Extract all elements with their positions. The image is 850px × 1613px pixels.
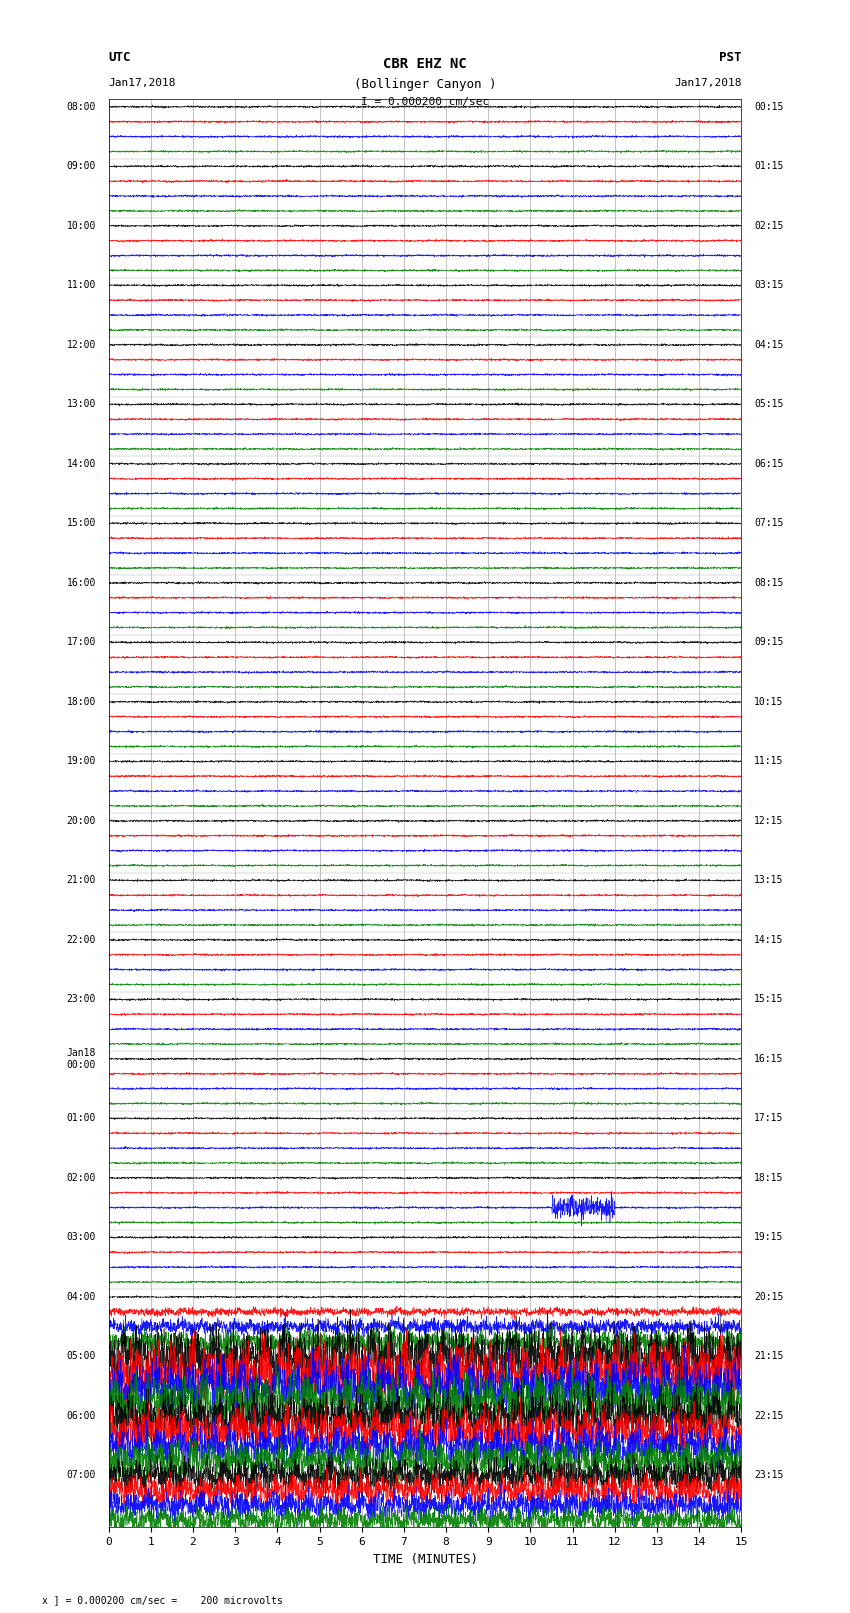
Text: (Bollinger Canyon ): (Bollinger Canyon ): [354, 77, 496, 90]
Text: 17:15: 17:15: [754, 1113, 784, 1123]
Text: 18:15: 18:15: [754, 1173, 784, 1182]
Text: 13:15: 13:15: [754, 876, 784, 886]
Text: 06:15: 06:15: [754, 458, 784, 469]
Text: 11:15: 11:15: [754, 756, 784, 766]
Text: 03:15: 03:15: [754, 281, 784, 290]
Text: 17:00: 17:00: [66, 637, 96, 647]
Text: 20:15: 20:15: [754, 1292, 784, 1302]
Text: 15:15: 15:15: [754, 994, 784, 1005]
Text: 01:00: 01:00: [66, 1113, 96, 1123]
Text: 21:15: 21:15: [754, 1352, 784, 1361]
Text: 23:15: 23:15: [754, 1471, 784, 1481]
Text: 09:00: 09:00: [66, 161, 96, 171]
Text: 00:15: 00:15: [754, 102, 784, 111]
Text: 22:15: 22:15: [754, 1411, 784, 1421]
Text: 14:00: 14:00: [66, 458, 96, 469]
Text: x ] = 0.000200 cm/sec =    200 microvolts: x ] = 0.000200 cm/sec = 200 microvolts: [42, 1595, 283, 1605]
Text: 15:00: 15:00: [66, 518, 96, 529]
Text: 04:00: 04:00: [66, 1292, 96, 1302]
Text: 02:15: 02:15: [754, 221, 784, 231]
Text: 16:00: 16:00: [66, 577, 96, 587]
Text: 10:00: 10:00: [66, 221, 96, 231]
Text: 22:00: 22:00: [66, 936, 96, 945]
Text: 19:00: 19:00: [66, 756, 96, 766]
Text: I = 0.000200 cm/sec: I = 0.000200 cm/sec: [361, 97, 489, 106]
Text: 06:00: 06:00: [66, 1411, 96, 1421]
Text: 19:15: 19:15: [754, 1232, 784, 1242]
Text: 08:15: 08:15: [754, 577, 784, 587]
Text: 07:15: 07:15: [754, 518, 784, 529]
Text: 11:00: 11:00: [66, 281, 96, 290]
Text: 12:15: 12:15: [754, 816, 784, 826]
Text: 02:00: 02:00: [66, 1173, 96, 1182]
Text: Jan18
00:00: Jan18 00:00: [66, 1048, 96, 1069]
Text: 10:15: 10:15: [754, 697, 784, 706]
Text: 13:00: 13:00: [66, 400, 96, 410]
Text: 20:00: 20:00: [66, 816, 96, 826]
Text: 05:00: 05:00: [66, 1352, 96, 1361]
Text: 14:15: 14:15: [754, 936, 784, 945]
Text: UTC: UTC: [109, 50, 131, 63]
Text: 12:00: 12:00: [66, 340, 96, 350]
Text: 21:00: 21:00: [66, 876, 96, 886]
Text: 09:15: 09:15: [754, 637, 784, 647]
Text: Jan17,2018: Jan17,2018: [109, 77, 176, 89]
Text: 01:15: 01:15: [754, 161, 784, 171]
Text: 04:15: 04:15: [754, 340, 784, 350]
Text: 03:00: 03:00: [66, 1232, 96, 1242]
Text: 05:15: 05:15: [754, 400, 784, 410]
Text: 07:00: 07:00: [66, 1471, 96, 1481]
X-axis label: TIME (MINUTES): TIME (MINUTES): [372, 1553, 478, 1566]
Text: PST: PST: [719, 50, 741, 63]
Text: Jan17,2018: Jan17,2018: [674, 77, 741, 89]
Text: 08:00: 08:00: [66, 102, 96, 111]
Text: CBR EHZ NC: CBR EHZ NC: [383, 56, 467, 71]
Text: 18:00: 18:00: [66, 697, 96, 706]
Text: 23:00: 23:00: [66, 994, 96, 1005]
Text: 16:15: 16:15: [754, 1053, 784, 1065]
